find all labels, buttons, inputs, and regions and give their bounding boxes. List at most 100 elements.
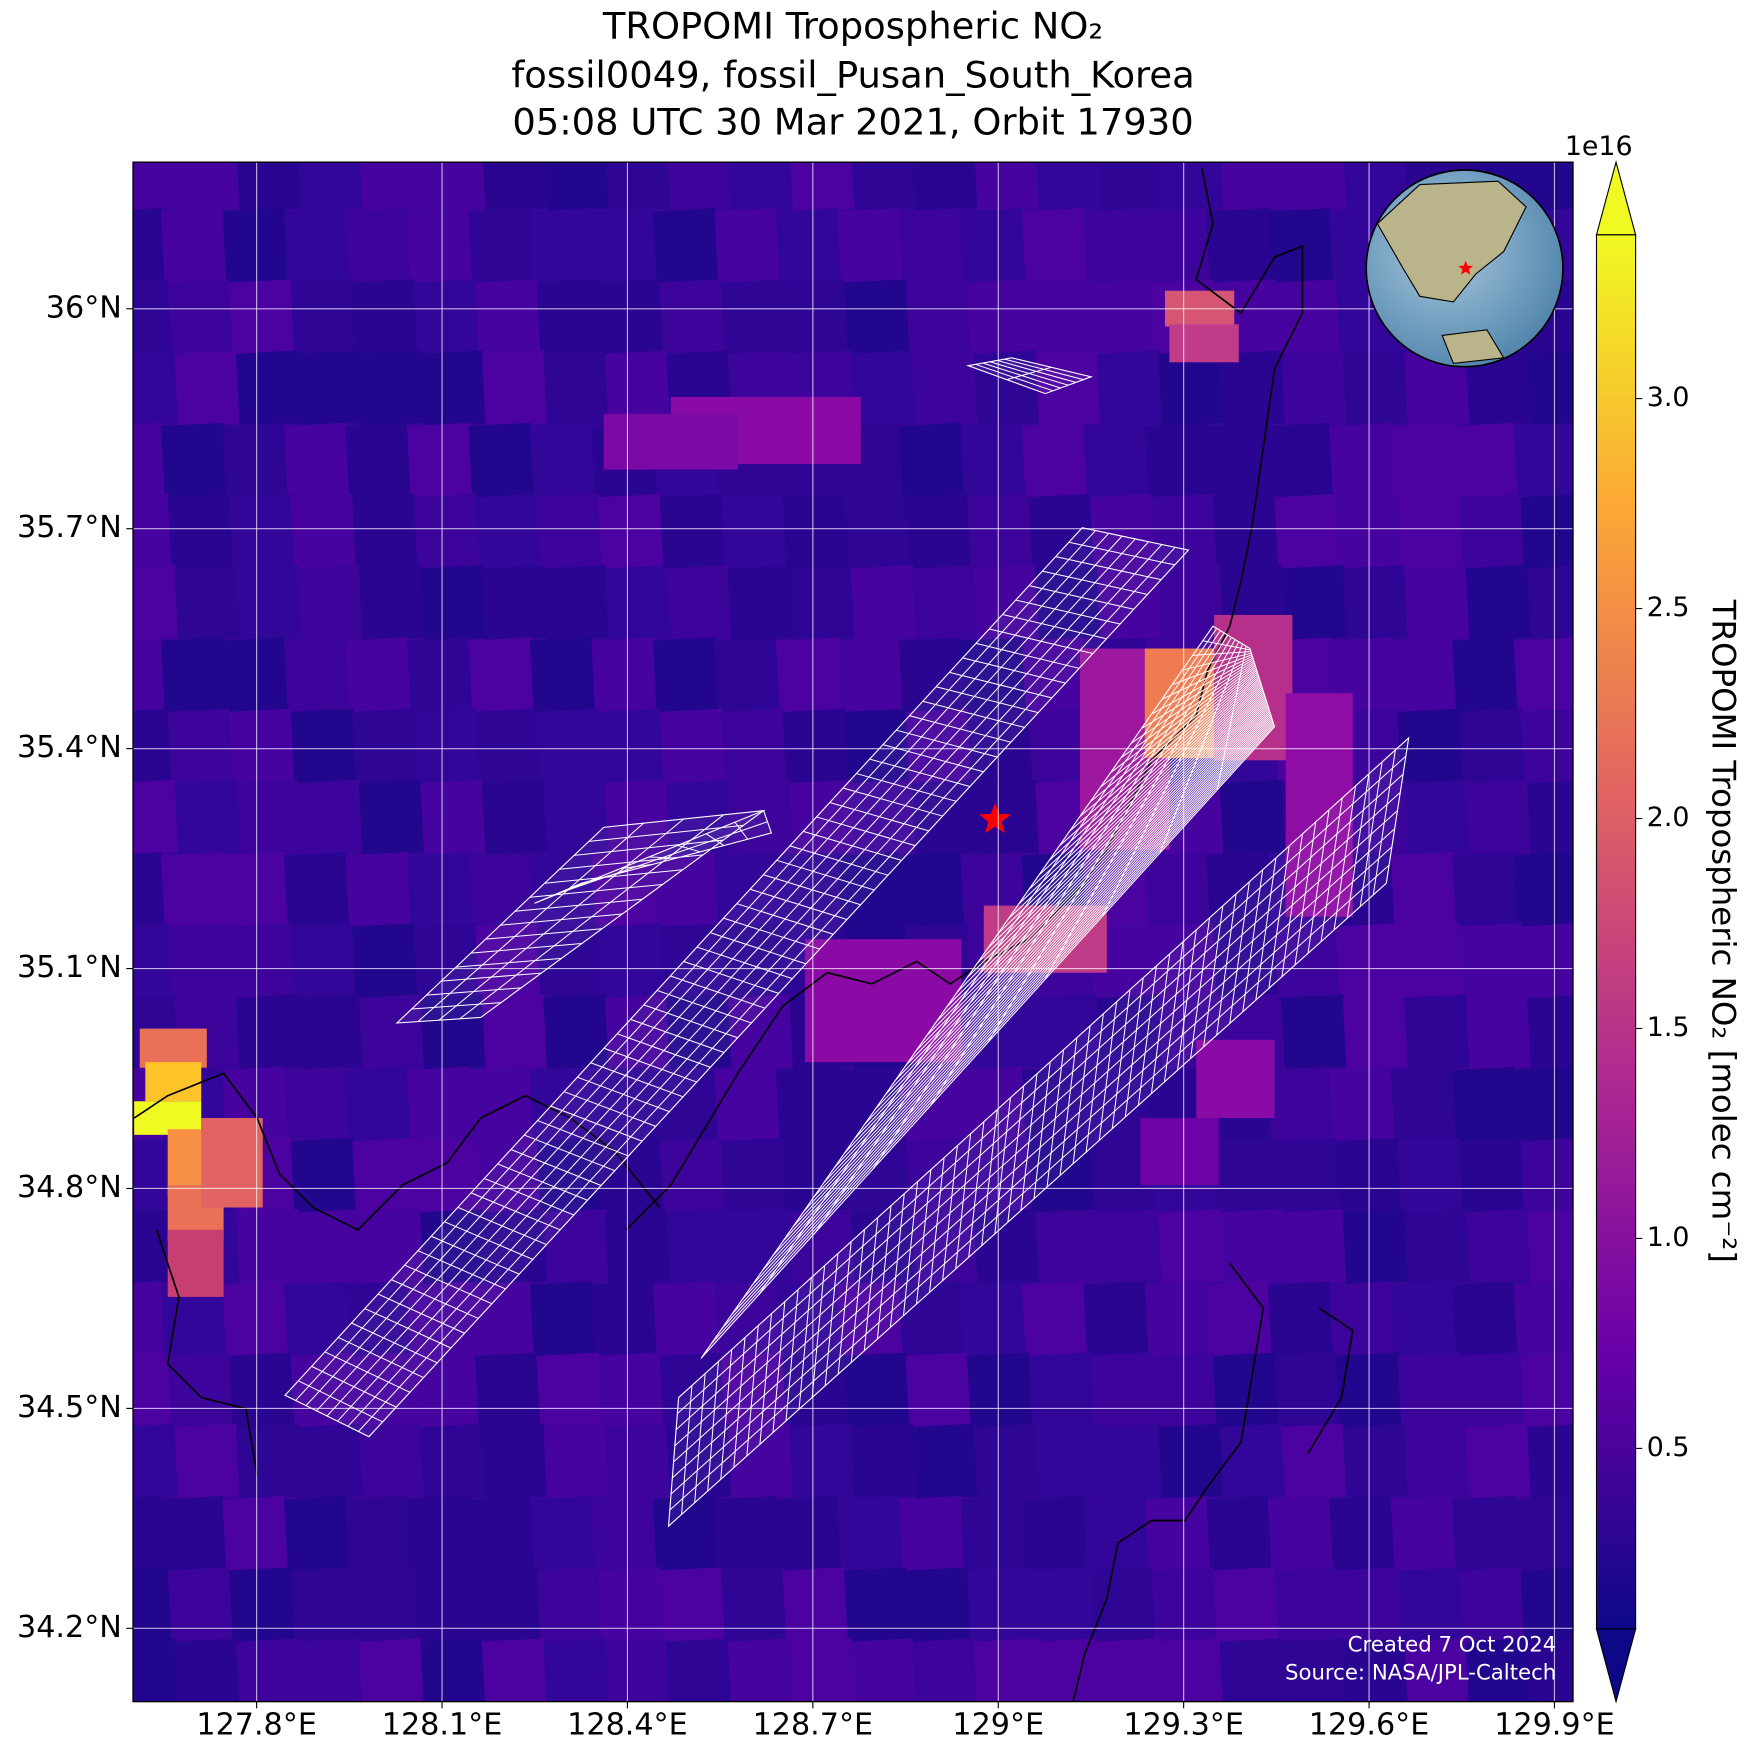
pixel [1213, 1137, 1280, 1214]
pixel [1404, 565, 1471, 641]
pixel [591, 1495, 658, 1572]
colorbar-offset: 1e16 [1565, 131, 1633, 162]
pixel [1274, 493, 1341, 570]
pixel [850, 350, 918, 427]
pixel [775, 1281, 843, 1358]
hotspot [804, 939, 962, 1063]
pixel [345, 1281, 412, 1358]
pixel [1513, 637, 1574, 714]
pixel [133, 279, 173, 356]
pixel [912, 350, 979, 427]
pixel [133, 923, 173, 1000]
pixel [1281, 994, 1348, 1071]
pixel [235, 1638, 303, 1702]
pixel [782, 279, 849, 356]
pixel [1213, 493, 1280, 570]
pixel [229, 923, 296, 1000]
pixel [352, 1567, 419, 1644]
pixel [543, 994, 610, 1071]
pixel [133, 637, 166, 714]
pixel [1513, 422, 1574, 499]
pixel [973, 1423, 1041, 1500]
pixel [850, 162, 918, 212]
pixel [912, 1423, 979, 1500]
pixel [133, 779, 180, 856]
pixel [1219, 1209, 1287, 1285]
pixel [1452, 637, 1519, 714]
pixel [1329, 1495, 1396, 1572]
pixel [1397, 493, 1464, 570]
pixel [1219, 162, 1287, 212]
pixel [844, 493, 911, 570]
x-tick-label: 129.6°E [1309, 1708, 1430, 1743]
pixel [1151, 1567, 1218, 1644]
pixel [235, 350, 303, 427]
pixel [714, 852, 781, 928]
pixel [297, 1423, 364, 1500]
pixel [960, 1281, 1027, 1358]
pixel [1096, 162, 1164, 212]
pixel [1520, 923, 1574, 1000]
pixel [133, 1352, 173, 1429]
pixel [1404, 779, 1471, 856]
colorbar-extend-top [1595, 160, 1637, 236]
pixel [1219, 1423, 1287, 1500]
pixel [543, 1209, 610, 1285]
pixel [1274, 1137, 1341, 1214]
pixel [1035, 162, 1102, 212]
pixel [1096, 1209, 1164, 1285]
pixel [1390, 1495, 1458, 1572]
pixel [1035, 1209, 1102, 1285]
pixel [529, 208, 597, 284]
pixel [714, 1066, 781, 1143]
pixel [1465, 1423, 1532, 1500]
pixel [844, 1352, 911, 1429]
pixel [133, 208, 166, 284]
pixel [174, 1638, 241, 1702]
pixel [345, 422, 412, 499]
pixel [167, 708, 235, 785]
pixel [235, 162, 303, 212]
pixel [1527, 994, 1574, 1071]
pixel [652, 637, 720, 714]
pixel [1158, 1209, 1225, 1285]
pixel [235, 1423, 303, 1500]
pixel [591, 852, 658, 928]
pixel [1158, 1423, 1225, 1500]
pixel [905, 1567, 972, 1644]
pixel [529, 1495, 597, 1572]
pixel [1090, 1352, 1157, 1429]
pixel [789, 1423, 856, 1500]
pixel [721, 493, 788, 570]
pixel [352, 1137, 419, 1214]
pixel [1390, 852, 1458, 928]
pixel [714, 637, 781, 714]
pixel [1213, 1567, 1280, 1644]
pixel [837, 208, 904, 284]
pixel [960, 1495, 1027, 1572]
pixel [973, 1638, 1041, 1702]
pixel [1342, 1423, 1410, 1500]
pixel [133, 1423, 180, 1500]
pixel [1028, 1137, 1095, 1214]
pixel [1206, 422, 1273, 499]
pixel [898, 208, 966, 284]
pixel [406, 637, 474, 714]
pixel [160, 208, 228, 284]
pixel [1083, 1281, 1150, 1358]
pixel [721, 708, 788, 785]
pixel [222, 852, 289, 928]
pixel [160, 422, 228, 499]
pixel [529, 637, 597, 714]
pixel [782, 708, 849, 785]
pixel [1520, 1567, 1574, 1644]
x-tick-label: 129°E [952, 1708, 1044, 1743]
pixel [1520, 1352, 1574, 1429]
swath-grid [673, 810, 1398, 1463]
y-tick-label: 34.5°N [17, 1390, 122, 1425]
y-tick-label: 36°N [46, 290, 122, 325]
pixel [837, 1066, 904, 1143]
swath-grid [670, 846, 1393, 1495]
pixel [290, 279, 357, 356]
globe-land [1376, 180, 1527, 365]
